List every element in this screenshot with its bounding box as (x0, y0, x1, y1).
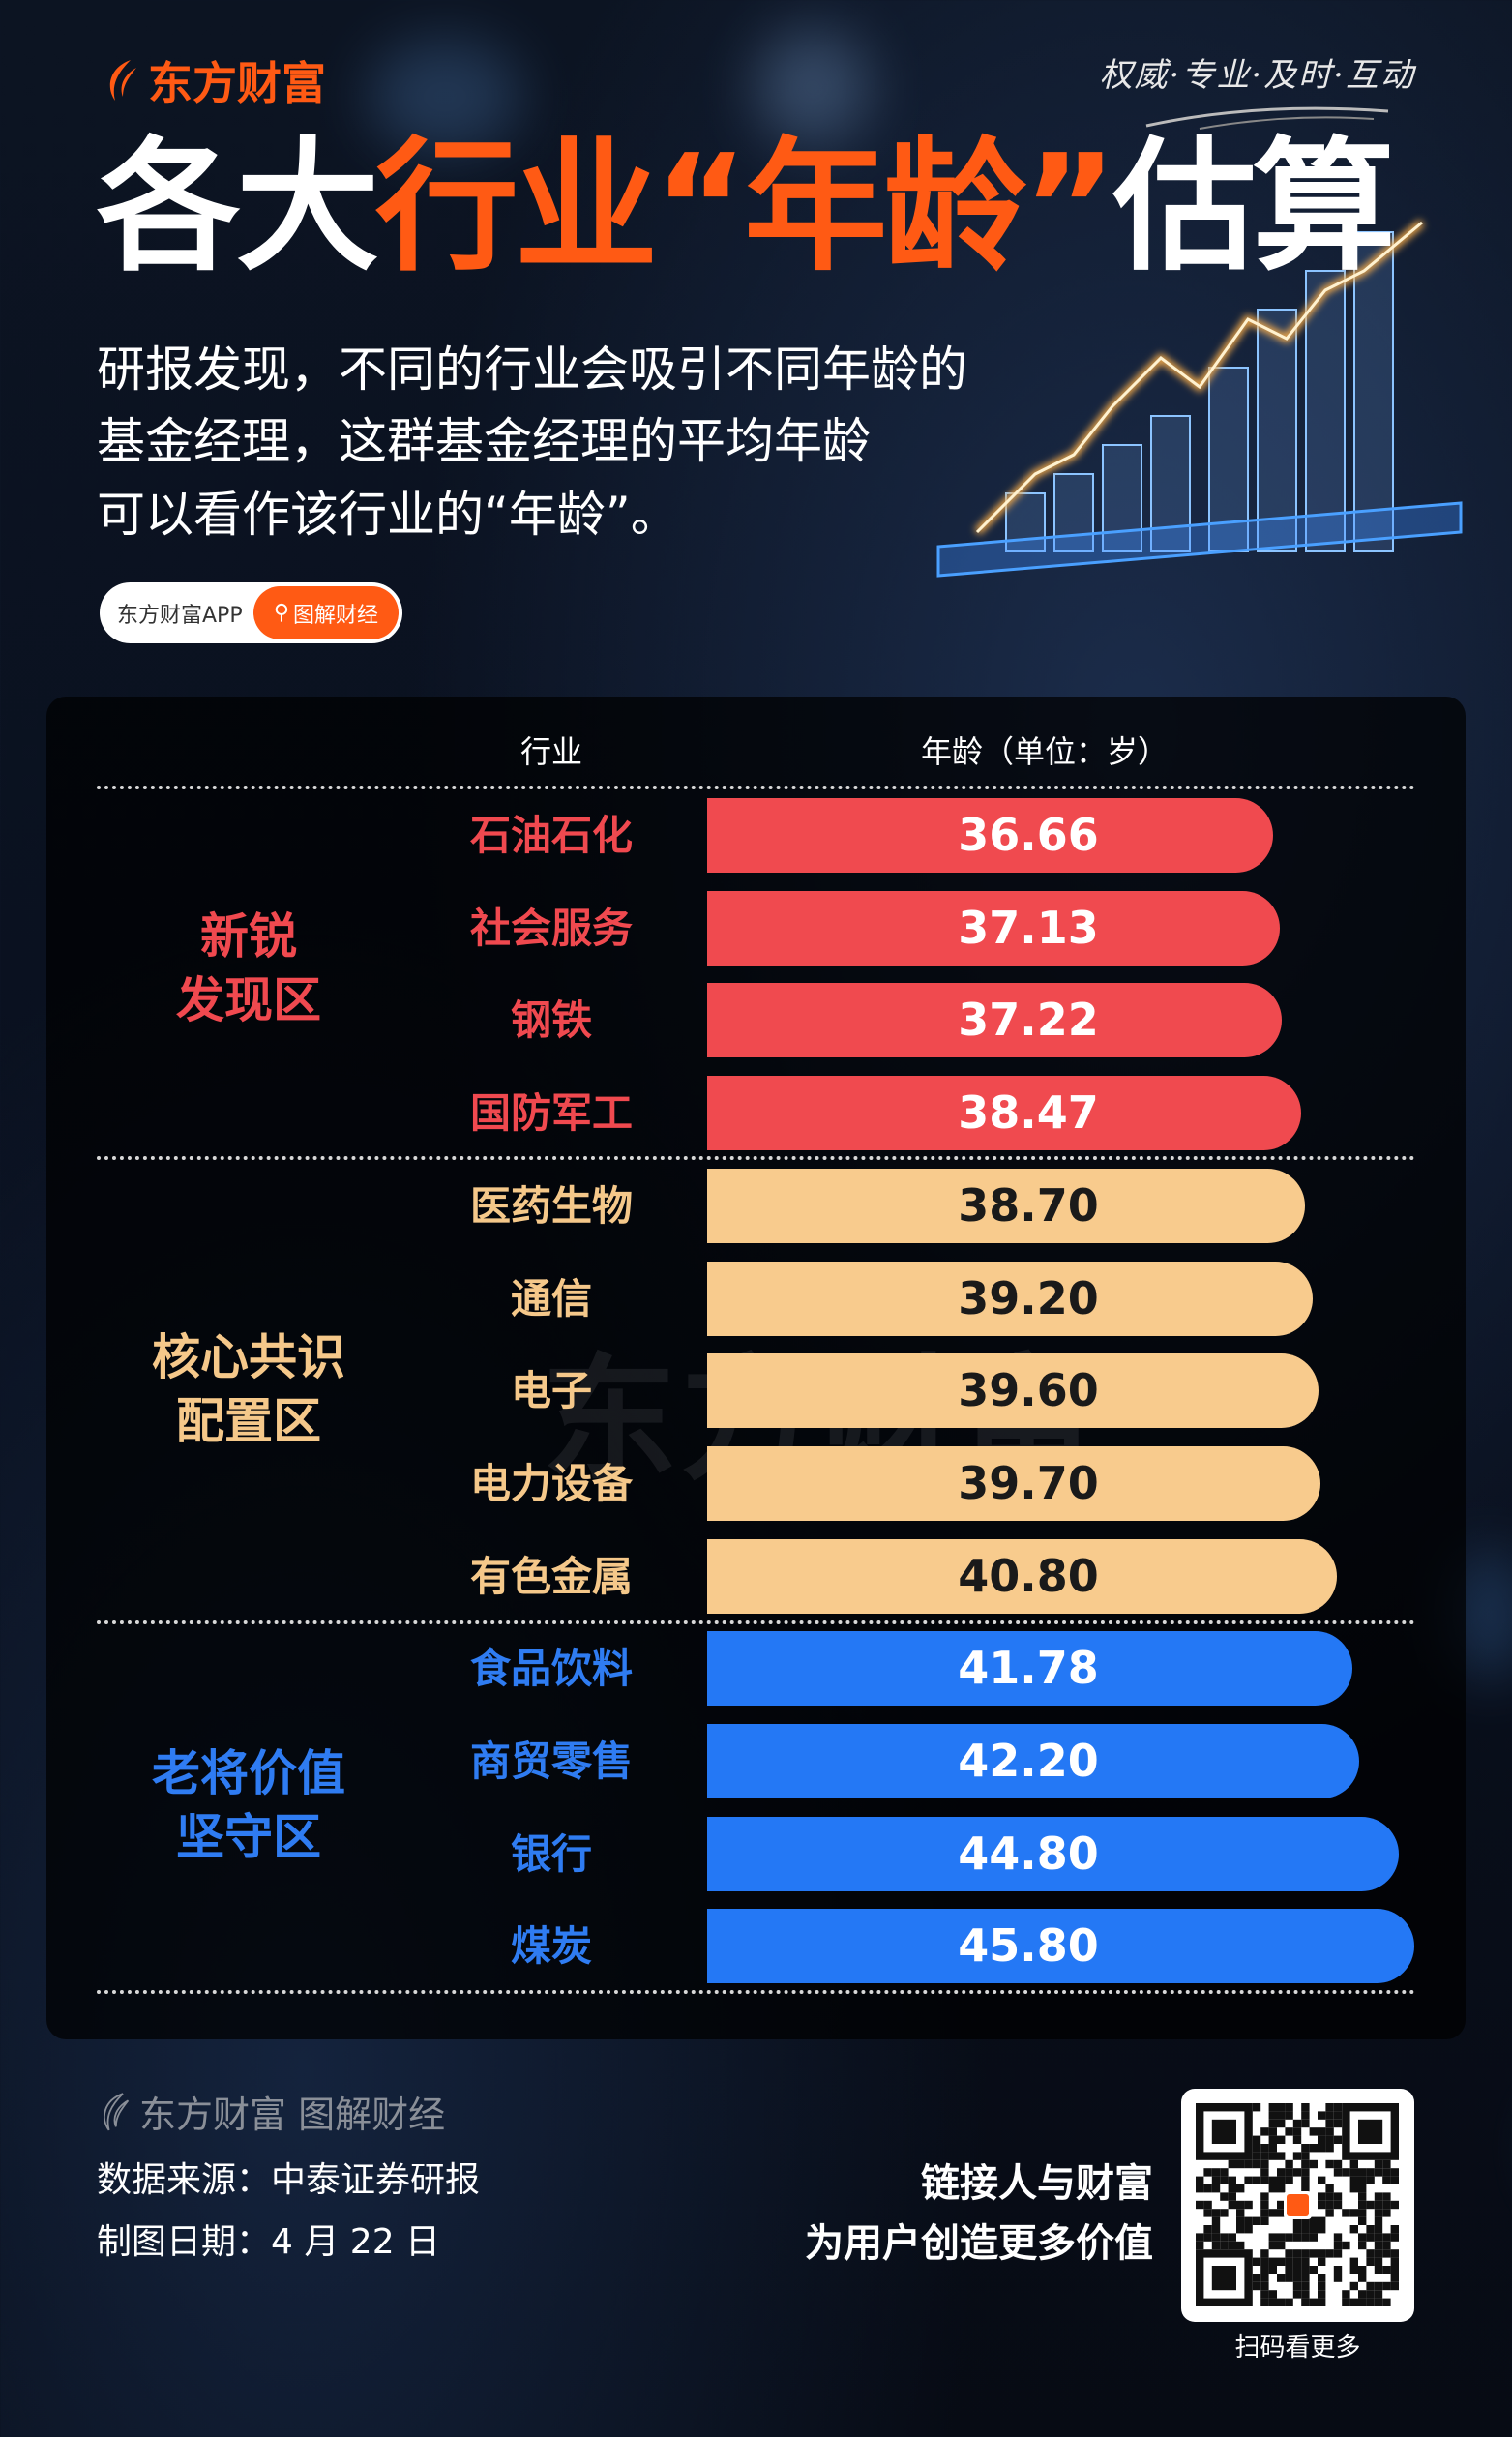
footer-brand-text: 东方财富 图解财经 (139, 2094, 446, 2136)
divider (97, 1620, 1415, 1624)
industry-label: 国防军工 (469, 1089, 633, 1138)
table-row: 银行 44.80 (0, 1816, 1512, 1891)
header-age: 年龄（单位：岁） (920, 733, 1169, 770)
industry-label: 煤炭 (510, 1922, 592, 1971)
industry-label: 钢铁 (510, 996, 592, 1045)
brand-logo-icon (109, 60, 136, 101)
intro-line-3: 可以看作该行业的“年龄”。 (97, 487, 679, 543)
table-row: 煤炭 45.80 (0, 1909, 1512, 1984)
industry-label: 石油石化 (469, 812, 633, 859)
age-value: 37.22 (958, 994, 1099, 1047)
age-bar (707, 1261, 1313, 1336)
divider (97, 1990, 1415, 1994)
group-label-line: 老将价值 (152, 1744, 345, 1801)
age-bar (707, 1168, 1305, 1243)
footer-brand: 东方财富 图解财经 (97, 2085, 445, 2138)
industry-label: 医药生物 (469, 1181, 633, 1230)
industry-label: 社会服务 (469, 904, 633, 952)
qr-code[interactable] (1181, 2089, 1414, 2322)
industry-label: 通信 (510, 1274, 592, 1323)
group-label: 老将价值 坚守区 (104, 1741, 394, 1869)
age-bar (707, 1445, 1320, 1521)
age-value: 38.47 (958, 1086, 1099, 1140)
age-bar (707, 798, 1273, 873)
age-value: 39.20 (958, 1271, 1099, 1324)
footer-slogan-1: 链接人与财富 (921, 2161, 1153, 2206)
age-bar (707, 1538, 1338, 1614)
brand-logo: 东方财富 (102, 48, 326, 112)
industry-label: 商贸零售 (469, 1738, 633, 1785)
age-value: 45.80 (958, 1919, 1099, 1973)
table-row: 食品饮料 41.78 (0, 1631, 1512, 1707)
age-value: 41.78 (958, 1642, 1099, 1695)
page-title: 各大行业“年龄”估算 (97, 135, 1396, 279)
table-row: 通信 39.20 (0, 1261, 1512, 1336)
industry-label: 有色金属 (469, 1552, 633, 1600)
table-row: 电子 39.60 (0, 1353, 1512, 1429)
brand-slogan: 权威·专业·及时·互动 (1099, 56, 1415, 95)
age-value: 44.80 (958, 1827, 1099, 1880)
age-value: 38.70 (958, 1178, 1099, 1232)
growth-chart-illustration (936, 219, 1463, 578)
age-bar (707, 983, 1282, 1058)
channel-tag[interactable]: ⚲ 图解财经 (253, 586, 399, 639)
channel-tag-label: 图解财经 (293, 603, 379, 628)
industry-label: 电子 (510, 1367, 592, 1415)
title-part-1: 各大 (97, 124, 379, 290)
age-bar (707, 1076, 1301, 1151)
age-value: 40.80 (958, 1549, 1099, 1602)
intro-line-2: 基金经理，这群基金经理的平均年龄 (97, 413, 871, 469)
table-row: 社会服务 37.13 (0, 890, 1512, 966)
age-bar (707, 890, 1281, 966)
group-label-line: 核心共识 (152, 1328, 345, 1385)
age-value: 39.70 (958, 1456, 1099, 1509)
industry-label: 银行 (510, 1829, 592, 1878)
slogan-swoosh-decoration (1145, 106, 1389, 130)
age-bar (707, 1816, 1400, 1891)
title-part-3: 估算 (1112, 124, 1396, 290)
group-label-line: 新锐 (200, 907, 297, 965)
intro-line-1: 研报发现，不同的行业会吸引不同年龄的 (97, 342, 967, 398)
table-row: 商贸零售 42.20 (0, 1724, 1512, 1798)
group-label: 核心共识 配置区 (104, 1325, 394, 1453)
table-row: 电力设备 39.70 (0, 1445, 1512, 1521)
footer-slogan-2: 为用户创造更多价值 (805, 2221, 1153, 2266)
age-value: 37.13 (958, 901, 1099, 954)
brand-logo-text: 东方财富 (148, 57, 326, 109)
industry-label: 食品饮料 (469, 1645, 633, 1693)
app-name: 东方财富APP (117, 603, 243, 628)
brand-logo-icon (104, 2092, 130, 2130)
channel-pill[interactable]: 东方财富APP ⚲ 图解财经 (100, 582, 402, 643)
age-bar (707, 1631, 1352, 1707)
divider (97, 1156, 1415, 1160)
age-bar (707, 1909, 1415, 1984)
age-bar (707, 1724, 1359, 1798)
divider (97, 786, 1415, 789)
group-label-line: 配置区 (176, 1392, 321, 1449)
table-row: 石油石化 36.66 (0, 798, 1512, 873)
title-highlight: 行业“年龄” (375, 124, 1117, 290)
group-label-line: 发现区 (176, 971, 321, 1028)
industry-label: 电力设备 (469, 1459, 633, 1507)
header-industry: 行业 (519, 733, 582, 770)
age-bar (707, 1353, 1319, 1429)
age-value: 39.60 (958, 1364, 1099, 1417)
age-value: 42.20 (958, 1735, 1099, 1787)
chart-date: 制图日期：4 月 22 日 (97, 2222, 441, 2262)
group-label-line: 坚守区 (176, 1808, 321, 1865)
table-row: 有色金属 40.80 (0, 1538, 1512, 1614)
table-row: 医药生物 38.70 (0, 1168, 1512, 1243)
qr-caption: 扫码看更多 (1234, 2333, 1361, 2363)
search-icon: ⚲ (273, 601, 290, 625)
age-value: 36.66 (958, 809, 1099, 861)
table-row: 国防军工 38.47 (0, 1076, 1512, 1151)
table-row: 钢铁 37.22 (0, 983, 1512, 1058)
group-label: 新锐 发现区 (104, 905, 394, 1032)
data-source: 数据来源：中泰证券研报 (97, 2160, 481, 2200)
